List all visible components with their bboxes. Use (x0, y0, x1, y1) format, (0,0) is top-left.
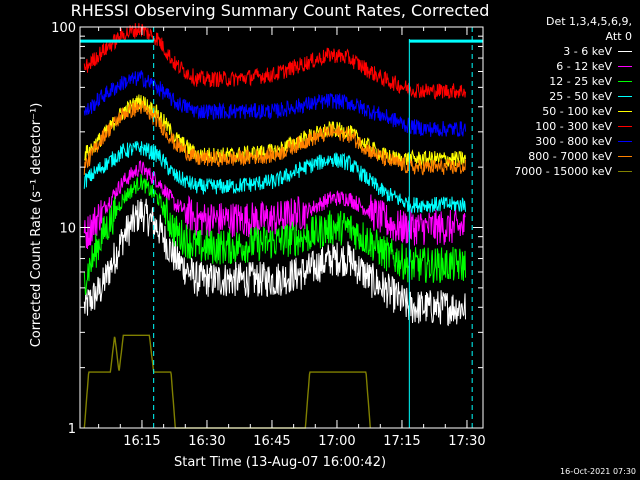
series-1 (83, 160, 466, 250)
x-tick-label-4: 17:15 (383, 434, 420, 449)
y-tick-label-0: 1 (68, 422, 76, 437)
series-2 (83, 174, 466, 296)
x-tick-label-5: 17:30 (448, 434, 485, 449)
legend-label-4: 50 - 100 keV (542, 105, 612, 118)
legend-header-line2: Att 0 (605, 30, 632, 43)
legend-header-line1: Det 1,3,4,5,6,9, (545, 15, 632, 28)
x-tick-label-0: 16:15 (123, 434, 160, 449)
chart-title: RHESSI Observing Summary Count Rates, Co… (71, 1, 490, 20)
series-line-2 (83, 174, 466, 296)
series-0 (83, 198, 466, 327)
legend-label-8: 7000 - 15000 keV (514, 165, 612, 178)
series-line-7 (83, 99, 466, 176)
legend-swatch-7 (618, 156, 632, 157)
legend-entry-5: 100 - 300 keV (472, 119, 632, 134)
legend-entry-0: 3 - 6 keV (472, 44, 632, 59)
legend-swatch-4 (618, 111, 632, 112)
legend-entry-6: 300 - 800 keV (472, 134, 632, 149)
series-line-5 (83, 23, 466, 101)
x-axis-label: Start Time (13-Aug-07 16:00:42) (174, 455, 386, 470)
legend-label-6: 300 - 800 keV (535, 135, 612, 148)
legend-swatch-8 (618, 171, 632, 172)
legend-entries: 3 - 6 keV 6 - 12 keV 12 - 25 keV 25 - 50 ke… (472, 44, 632, 179)
series-line-6 (83, 70, 466, 137)
y-tick-label-2: 100 (51, 21, 76, 36)
legend: Det 1,3,4,5,6,9, Att 0 3 - 6 keV 6 - 12 k… (472, 14, 632, 179)
plot-area (80, 23, 483, 429)
legend-swatch-5 (618, 126, 632, 127)
series-7 (83, 99, 466, 176)
legend-label-0: 3 - 6 keV (563, 45, 612, 58)
x-tick-label-1: 16:30 (188, 434, 225, 449)
timestamp: 16-Oct-2021 07:30 (560, 467, 636, 476)
y-axis-label: Corrected Count Rate (s⁻¹ detector⁻¹) (29, 103, 44, 348)
series-3 (83, 140, 466, 214)
legend-entry-7: 800 - 7000 keV (472, 149, 632, 164)
legend-swatch-6 (618, 141, 632, 142)
legend-entry-3: 25 - 50 keV (472, 89, 632, 104)
legend-swatch-0 (618, 51, 632, 52)
series-5 (83, 23, 466, 101)
legend-label-1: 6 - 12 keV (556, 60, 612, 73)
legend-entry-2: 12 - 25 keV (472, 74, 632, 89)
legend-swatch-1 (618, 66, 632, 67)
legend-label-5: 100 - 300 keV (535, 120, 612, 133)
legend-swatch-3 (618, 96, 632, 97)
series-line-3 (83, 140, 466, 214)
legend-swatch-2 (618, 81, 632, 82)
legend-label-2: 12 - 25 keV (549, 75, 612, 88)
legend-label-3: 25 - 50 keV (549, 90, 612, 103)
axes: 16:15 16:30 16:45 17:00 17:15 17:30 1 10 100 (51, 21, 486, 449)
x-tick-label-2: 16:45 (253, 434, 290, 449)
x-tick-label-3: 17:00 (318, 434, 355, 449)
legend-entry-8: 7000 - 15000 keV (472, 164, 632, 179)
legend-label-7: 800 - 7000 keV (528, 150, 612, 163)
series-6 (83, 70, 466, 137)
series-line-1 (83, 160, 466, 250)
legend-entry-1: 6 - 12 keV (472, 59, 632, 74)
legend-entry-4: 50 - 100 keV (472, 104, 632, 119)
y-tick-label-1: 10 (59, 222, 76, 237)
series-line-0 (83, 198, 466, 327)
